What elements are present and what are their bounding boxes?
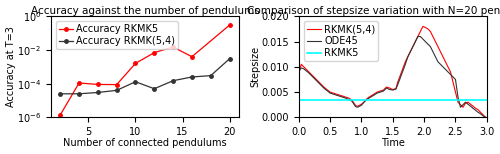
- Title: Comparison of stepsize variation with N=20 pendulums: Comparison of stepsize variation with N=…: [247, 6, 500, 16]
- Y-axis label: Stepsize: Stepsize: [250, 46, 260, 87]
- Y-axis label: Accuracy at T=3: Accuracy at T=3: [6, 26, 16, 107]
- Legend: Accuracy RKMK5, Accuracy RKMK(5,4): Accuracy RKMK5, Accuracy RKMK(5,4): [56, 21, 178, 49]
- X-axis label: Number of connected pendulums: Number of connected pendulums: [63, 138, 226, 148]
- Title: Accuracy against the number of pendulums: Accuracy against the number of pendulums: [30, 6, 260, 16]
- Legend: RKMK(5,4), ODE45, RKMK5: RKMK(5,4), ODE45, RKMK5: [304, 21, 378, 61]
- X-axis label: Time: Time: [381, 138, 404, 148]
